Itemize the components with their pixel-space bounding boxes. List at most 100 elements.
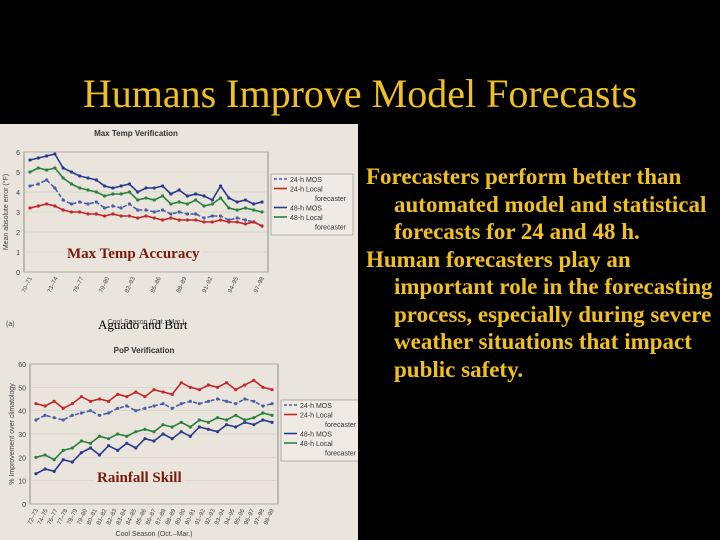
chart1-series-48-h-mos-point: [61, 166, 65, 170]
chart1-series-24-h-mos-point: [194, 212, 198, 216]
chart2-series-24-h-local-forecaster-point: [116, 392, 120, 396]
chart1-legend-label-3: 48-h Local: [290, 215, 323, 222]
chart1-series-48-h-local-forecaster-point: [194, 198, 198, 202]
chart1-xtick-4: 82–83: [124, 276, 137, 294]
chart2-series-24-h-local-forecaster-point: [134, 390, 138, 394]
chart2-series-48-h-mos-point: [261, 418, 265, 422]
chart1-series-48-h-local-forecaster-point: [235, 208, 239, 212]
chart1-series-24-h-local-forecaster-point: [94, 212, 98, 216]
chart1-series-48-h-mos-point: [78, 174, 82, 178]
chart1-xtick-3: 79–80: [99, 276, 112, 294]
chart2-series-24-h-local-forecaster-point: [270, 388, 274, 392]
chart2-series-48-h-local-forecaster-point: [70, 446, 74, 450]
chart2-series-24-h-local-forecaster-point: [61, 406, 65, 410]
chart2-series-24-h-mos-point: [116, 406, 120, 410]
chart1-series-24-h-local-forecaster-point: [44, 202, 49, 206]
chart1-series-48-h-mos-point: [160, 184, 165, 188]
chart2-series-48-h-mos-point: [243, 420, 247, 424]
chart1-series-48-h-local-forecaster-point: [94, 190, 98, 194]
chart2-series-48-h-local-forecaster-point: [225, 418, 229, 422]
chart2-series-48-h-mos-point: [52, 469, 56, 473]
chart1-series-24-h-mos-point: [160, 208, 165, 212]
chart1-series-48-h-local-forecaster-point: [160, 194, 165, 198]
chart1-series-24-h-mos-point: [169, 212, 173, 216]
chart1-series-24-h-mos-point: [53, 186, 57, 190]
chart1-series-24-h-local-forecaster-point: [185, 218, 190, 222]
chart1-series-24-h-local-forecaster-point: [144, 214, 148, 218]
chart2-series-24-h-mos-point: [152, 404, 156, 408]
panel-label: (a): [6, 321, 15, 328]
chart2-ylabel: % Improvement over climatology: [9, 383, 16, 485]
chart2-series-48-h-local-forecaster-point: [215, 416, 220, 420]
chart1-series-48-h-local-forecaster-point: [28, 170, 32, 174]
chart2-series-48-h-mos-point: [252, 423, 256, 427]
chart1-legend-label-2: 48-h MOS: [290, 206, 322, 213]
chart1-series-48-h-mos-point: [260, 200, 264, 204]
chart1-series-24-h-local-forecaster-point: [36, 204, 40, 208]
chart1-series-48-h-local-forecaster-point: [252, 208, 256, 212]
chart1-series-48-h-mos-point: [252, 202, 256, 206]
chart2-series-48-h-local-forecaster-point: [270, 413, 274, 417]
chart2-series-24-h-local-forecaster-point: [79, 395, 83, 399]
chart1-series-48-h-mos-point: [136, 190, 140, 194]
bullet-list: Forecasters perform better than automate…: [366, 163, 716, 383]
chart2-series-24-h-local-forecaster-point: [161, 390, 165, 394]
chart1-series-24-h-mos-point: [36, 182, 40, 186]
chart1-series-24-h-mos-point: [177, 210, 181, 214]
chart1-series-24-h-local-forecaster-point: [194, 218, 198, 222]
chart2-series-48-h-mos-point: [170, 437, 174, 441]
chart1-series-48-h-local-forecaster-point: [144, 196, 148, 200]
chart1-ytick-2: 2: [16, 230, 20, 237]
chart2-series-24-h-mos-point: [225, 399, 229, 403]
chart1-ytick-3: 3: [16, 210, 20, 217]
chart1-series-24-h-mos-point: [127, 202, 132, 206]
chart1-series-24-h-mos-point: [185, 212, 190, 216]
chart2-series-48-h-mos-point: [43, 467, 47, 471]
chart2-series-24-h-local-forecaster-point: [70, 402, 74, 406]
chart1-series-24-h-mos-point: [94, 200, 98, 204]
chart2-series-48-h-mos-point: [143, 437, 147, 441]
chart1-series-48-h-mos-point: [194, 192, 198, 196]
chart1-series-48-h-mos-point: [243, 198, 248, 202]
chart1-series-24-h-mos-point: [78, 200, 82, 204]
chart2-ytick-4: 40: [18, 409, 26, 416]
chart1-series-48-h-local-forecaster-point: [69, 182, 74, 186]
chart2-series-48-h-local-forecaster-point: [61, 448, 65, 452]
chart1-series-48-h-local-forecaster-point: [202, 204, 206, 208]
chart1-series-48-h-local-forecaster-point: [260, 210, 264, 214]
chart2-series-48-h-mos-point: [134, 446, 138, 450]
chart1-series-24-h-local-forecaster-point: [136, 216, 140, 220]
chart2-series-24-h-mos-point: [179, 402, 183, 406]
chart2-series-48-h-mos-point: [152, 439, 156, 443]
chart2-series-48-h-mos-point: [97, 453, 102, 457]
chart2-series-24-h-local-forecaster-point: [179, 381, 183, 385]
chart2-legend: [280, 399, 358, 462]
chart1-series-24-h-local-forecaster-point: [127, 214, 132, 218]
verification-figure: Max Temp Verification 0 1 2 3 4 5 6 Mean absolut…: [0, 124, 358, 540]
chart1-series-24-h-mos-point: [144, 208, 148, 212]
chart2-series-48-h-local-forecaster-point: [152, 430, 156, 434]
chart2-series-24-h-local-forecaster-point: [152, 388, 156, 392]
chart1-series-48-h-mos-point: [53, 152, 57, 156]
chart1-series-24-h-local-forecaster-point: [78, 210, 82, 214]
chart2-xtick-24: 98–99: [263, 508, 276, 526]
bullet-2: Human forecasters play an important role…: [366, 246, 713, 382]
chart2-series-24-h-local-forecaster-point: [243, 383, 247, 387]
chart1-series-48-h-local-forecaster-point: [227, 206, 231, 210]
chart1-series-24-h-local-forecaster-point: [61, 208, 65, 212]
chart2-series-48-h-local-forecaster-point: [88, 441, 93, 445]
chart1-series-48-h-mos-point: [235, 200, 239, 204]
chart2-series-24-h-local-forecaster-point: [88, 399, 93, 403]
chart2-series-48-h-mos-point: [225, 423, 229, 427]
chart2-series-48-h-mos-point: [270, 420, 274, 424]
chart1-xtick-7: 91–92: [202, 276, 215, 294]
chart2-series-24-h-mos-point: [70, 413, 74, 417]
chart1-series-48-h-local-forecaster-point: [169, 202, 173, 206]
chart1-series-24-h-local-forecaster-point: [235, 220, 239, 224]
chart2-series-24-h-mos-point: [161, 402, 165, 406]
chart2-series-48-h-local-forecaster-point: [243, 418, 247, 422]
chart1-series-48-h-mos-point: [152, 186, 156, 190]
chart1-xtick-1: 73–74: [47, 276, 60, 294]
chart1-series-48-h-local-forecaster-point: [111, 192, 115, 196]
chart1-series-48-h-local-forecaster-line: [29, 167, 263, 213]
